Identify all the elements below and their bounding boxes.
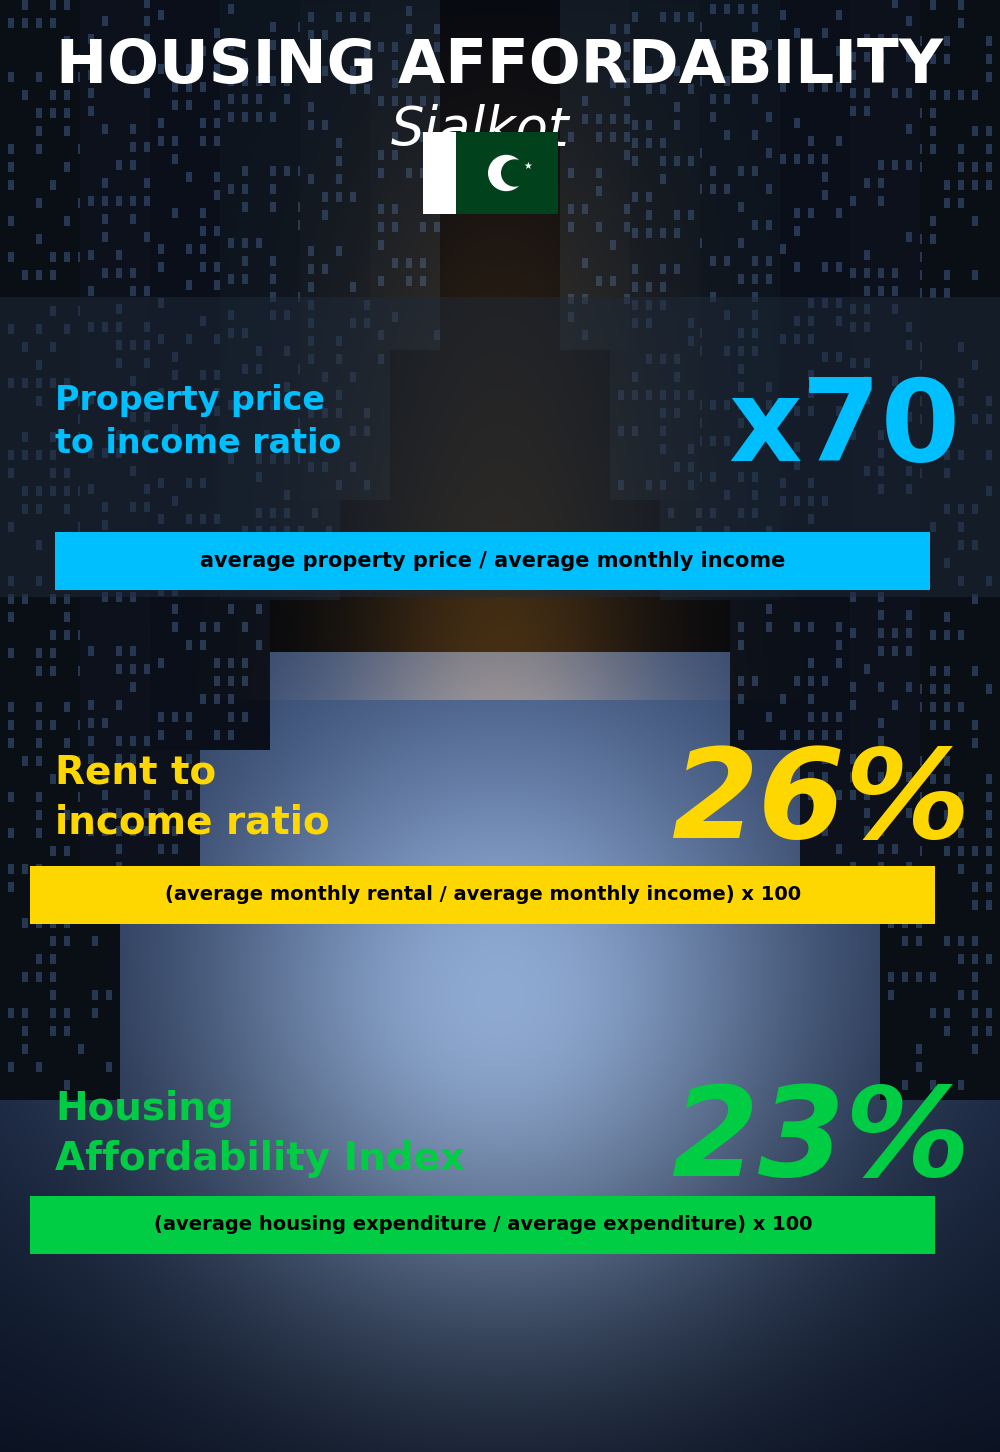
- Circle shape: [502, 160, 528, 186]
- Text: average property price / average monthly income: average property price / average monthly…: [200, 550, 786, 571]
- Text: (average housing expenditure / average expenditure) x 100: (average housing expenditure / average e…: [154, 1215, 812, 1234]
- Text: 23%: 23%: [671, 1080, 970, 1201]
- FancyBboxPatch shape: [0, 298, 1000, 597]
- FancyBboxPatch shape: [30, 865, 935, 923]
- FancyBboxPatch shape: [456, 132, 558, 213]
- Text: ★: ★: [524, 161, 533, 171]
- Text: Housing
Affordability Index: Housing Affordability Index: [55, 1090, 465, 1178]
- Text: 26%: 26%: [671, 743, 970, 864]
- FancyBboxPatch shape: [55, 531, 930, 590]
- Text: Sialkot: Sialkot: [391, 105, 569, 155]
- Text: x70: x70: [728, 375, 960, 485]
- FancyBboxPatch shape: [423, 132, 456, 213]
- Text: Property price
to income ratio: Property price to income ratio: [55, 383, 341, 460]
- FancyBboxPatch shape: [30, 1196, 935, 1255]
- Text: (average monthly rental / average monthly income) x 100: (average monthly rental / average monthl…: [165, 886, 801, 905]
- Text: HOUSING AFFORDABILITY: HOUSING AFFORDABILITY: [56, 38, 944, 96]
- Circle shape: [489, 155, 524, 190]
- Text: Rent to
income ratio: Rent to income ratio: [55, 754, 330, 841]
